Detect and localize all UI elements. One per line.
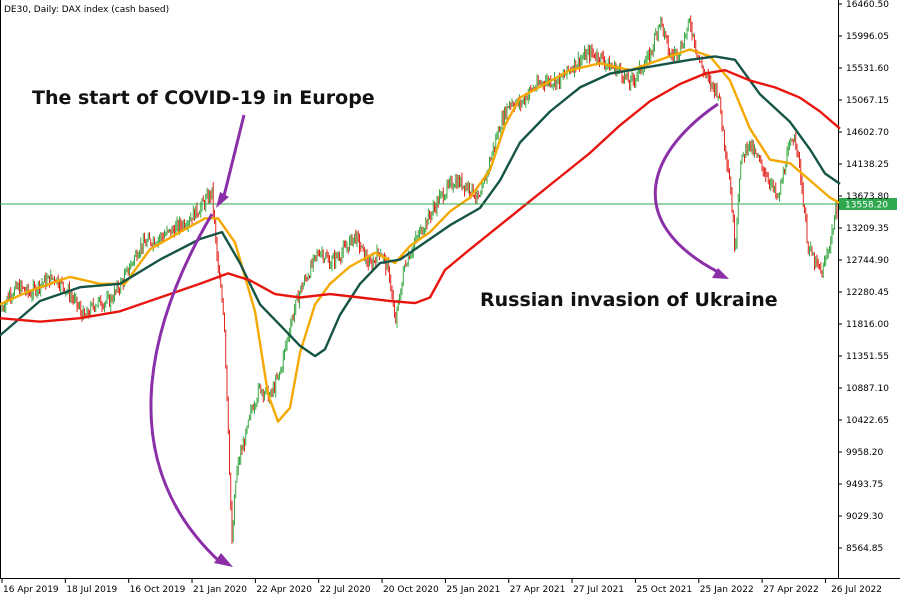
series-line-ma_slow: [0, 69, 841, 323]
y-tick-label: 9493.75: [846, 480, 883, 490]
covid-crash-arrow-head: [214, 553, 233, 567]
x-tick-label: 27 Apr 2021: [510, 585, 566, 595]
x-tick-label: 18 Jul 2019: [66, 585, 117, 595]
annotations: The start of COVID-19 in Europe Russian …: [32, 87, 778, 567]
y-tick-label: 16460.50: [846, 0, 889, 10]
y-axis: 16460.50 15996.05 15531.60 15067.15 14602.70…: [838, 0, 889, 554]
chart-title: DE30, Daily: DAX index (cash based): [4, 5, 169, 15]
y-tick-label: 12280.45: [846, 288, 889, 298]
x-tick-label: 25 Oct 2021: [636, 585, 692, 595]
y-tick-label: 15996.05: [846, 32, 889, 42]
y-tick-label: 13209.35: [846, 224, 889, 234]
price-level-badge: [839, 197, 897, 210]
series-line-ma_fast: [0, 48, 841, 423]
x-tick-label: 27 Apr 2022: [763, 585, 819, 595]
moving-average-lines: [0, 48, 841, 423]
series-line-ma_mid: [0, 55, 841, 358]
y-tick-label: 15531.60: [846, 64, 889, 74]
x-tick-label: 21 Jan 2020: [193, 585, 247, 595]
x-tick-label: 26 Jul 2022: [831, 585, 882, 595]
x-tick-label: 25 Jan 2022: [700, 585, 754, 595]
x-tick-label: 25 Jan 2021: [446, 585, 500, 595]
y-tick-label: 11816.00: [846, 320, 889, 330]
price-level-label: 13558.20: [845, 200, 888, 210]
y-tick-label: 10887.10: [846, 384, 889, 394]
y-tick-label: 14602.70: [846, 128, 889, 138]
x-tick-label: 16 Apr 2019: [3, 585, 59, 595]
y-tick-label: 9958.20: [846, 448, 883, 458]
ukraine-arrow-line: [653, 102, 719, 274]
y-tick-label: 9029.30: [846, 512, 883, 522]
ukraine-annotation: Russian invasion of Ukraine: [480, 289, 778, 311]
ukraine-arrow-head: [712, 268, 729, 279]
current-price-level: 13558.20: [0, 197, 897, 210]
x-axis: 16 Apr 2019 18 Jul 2019 16 Oct 2019 21 Jan …: [1, 578, 882, 595]
covid-arrow-line: [221, 114, 246, 201]
y-tick-label: 10422.65: [846, 416, 889, 426]
x-tick-label: 22 Apr 2020: [256, 585, 312, 595]
y-tick-label: 12744.90: [846, 256, 889, 266]
covid-annotation: The start of COVID-19 in Europe: [32, 87, 375, 109]
x-tick-label: 22 Jul 2020: [320, 585, 371, 595]
y-tick-label: 14138.25: [846, 160, 889, 170]
y-tick-label: 15067.15: [846, 96, 889, 106]
y-tick-label: 13673.80: [846, 192, 889, 202]
x-tick-label: 20 Oct 2020: [383, 585, 439, 595]
y-tick-label: 8564.85: [846, 544, 883, 554]
x-tick-label: 27 Jul 2021: [573, 585, 624, 595]
y-tick-label: 11351.55: [846, 352, 889, 362]
covid-crash-arrow-line: [149, 213, 222, 564]
covid-arrow-head: [216, 192, 229, 208]
plot-frame: [0, 0, 900, 579]
x-tick-label: 16 Oct 2019: [130, 585, 186, 595]
